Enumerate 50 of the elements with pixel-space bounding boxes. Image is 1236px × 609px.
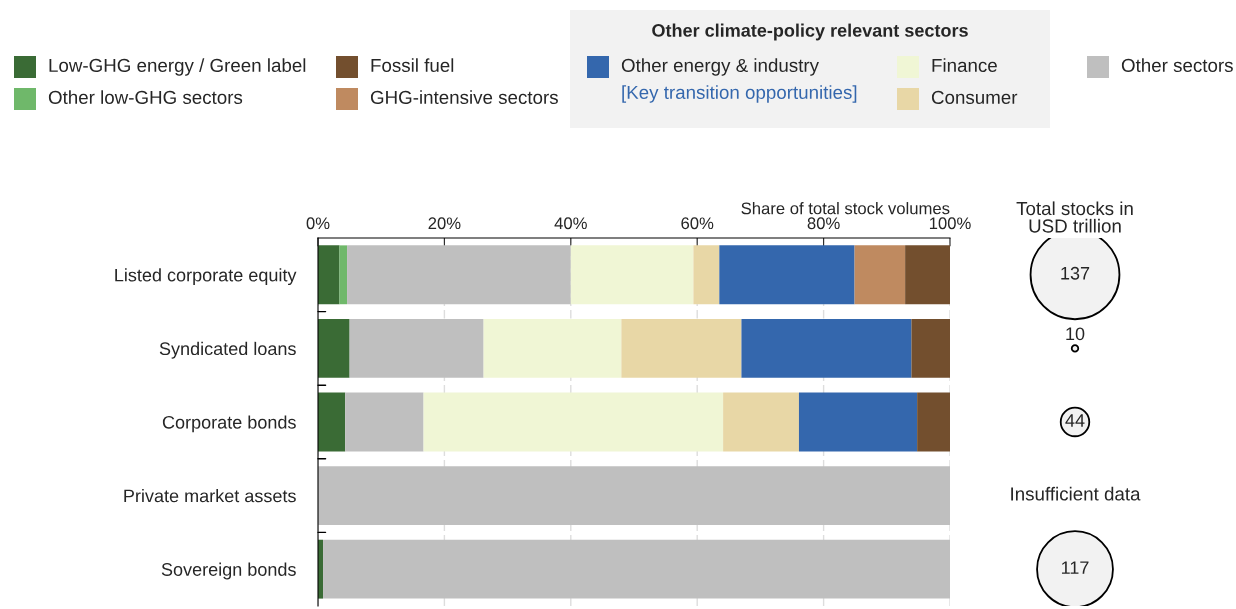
y-tick-label: Corporate bonds (162, 415, 296, 433)
y-tick-label: Listed corporate equity (115, 268, 297, 286)
x-tick-label: 40% (554, 217, 587, 230)
bar (339, 245, 348, 305)
text: [Key transition opportunities] (622, 85, 857, 103)
x-tick-label: 80% (807, 217, 840, 230)
y-tick-label: Private market assets (124, 489, 296, 503)
data-label: 10 (1066, 327, 1085, 341)
bar (318, 392, 346, 452)
legend-label: Consumer (931, 90, 1018, 105)
bar (318, 318, 350, 378)
data-label: 137 (1061, 266, 1090, 280)
bar (349, 318, 484, 378)
bar (570, 245, 694, 305)
legend-label: Other low-GHG sectors (48, 90, 243, 105)
x-tick-label: 100% (929, 217, 971, 230)
legend-label: Low-GHG energy / Green label (49, 58, 306, 76)
bar (323, 539, 950, 599)
bar (318, 245, 340, 305)
x-tick-label: 0% (306, 217, 330, 230)
text: Total stocks in USD trillion (1016, 201, 1133, 233)
bar (917, 392, 950, 452)
bar (723, 392, 799, 452)
bar (318, 466, 950, 525)
bar (719, 245, 855, 305)
bar (905, 245, 950, 305)
data-label: 44 (1065, 414, 1085, 427)
legend-label: Other sectors (1121, 58, 1233, 73)
text: Insufficient data (1011, 486, 1141, 501)
y-tick-label: Syndicated loans (159, 341, 296, 359)
bar (693, 245, 720, 305)
x-tick-label: 60% (681, 217, 714, 230)
bar (345, 392, 424, 452)
y-tick-label: Sovereign bonds (161, 562, 296, 580)
bar (741, 318, 912, 378)
bar (798, 392, 918, 452)
bar (911, 318, 950, 378)
x-axis-title: Share of total stock volumes (741, 202, 950, 215)
bar (423, 392, 724, 452)
x-tick-label: 20% (428, 217, 461, 230)
bar (854, 245, 906, 305)
legend-title: Other climate-policy relevant sectors (652, 23, 968, 41)
legend-label: Fossil fuel (371, 58, 454, 73)
legend-label: GHG-intensive sectors (370, 90, 558, 105)
bar (347, 245, 571, 305)
legend-label: Other energy & industry (621, 58, 819, 76)
bar (483, 318, 622, 378)
legend-label: Finance (932, 58, 997, 73)
bar (621, 318, 742, 378)
data-label: 117 (1061, 561, 1089, 574)
